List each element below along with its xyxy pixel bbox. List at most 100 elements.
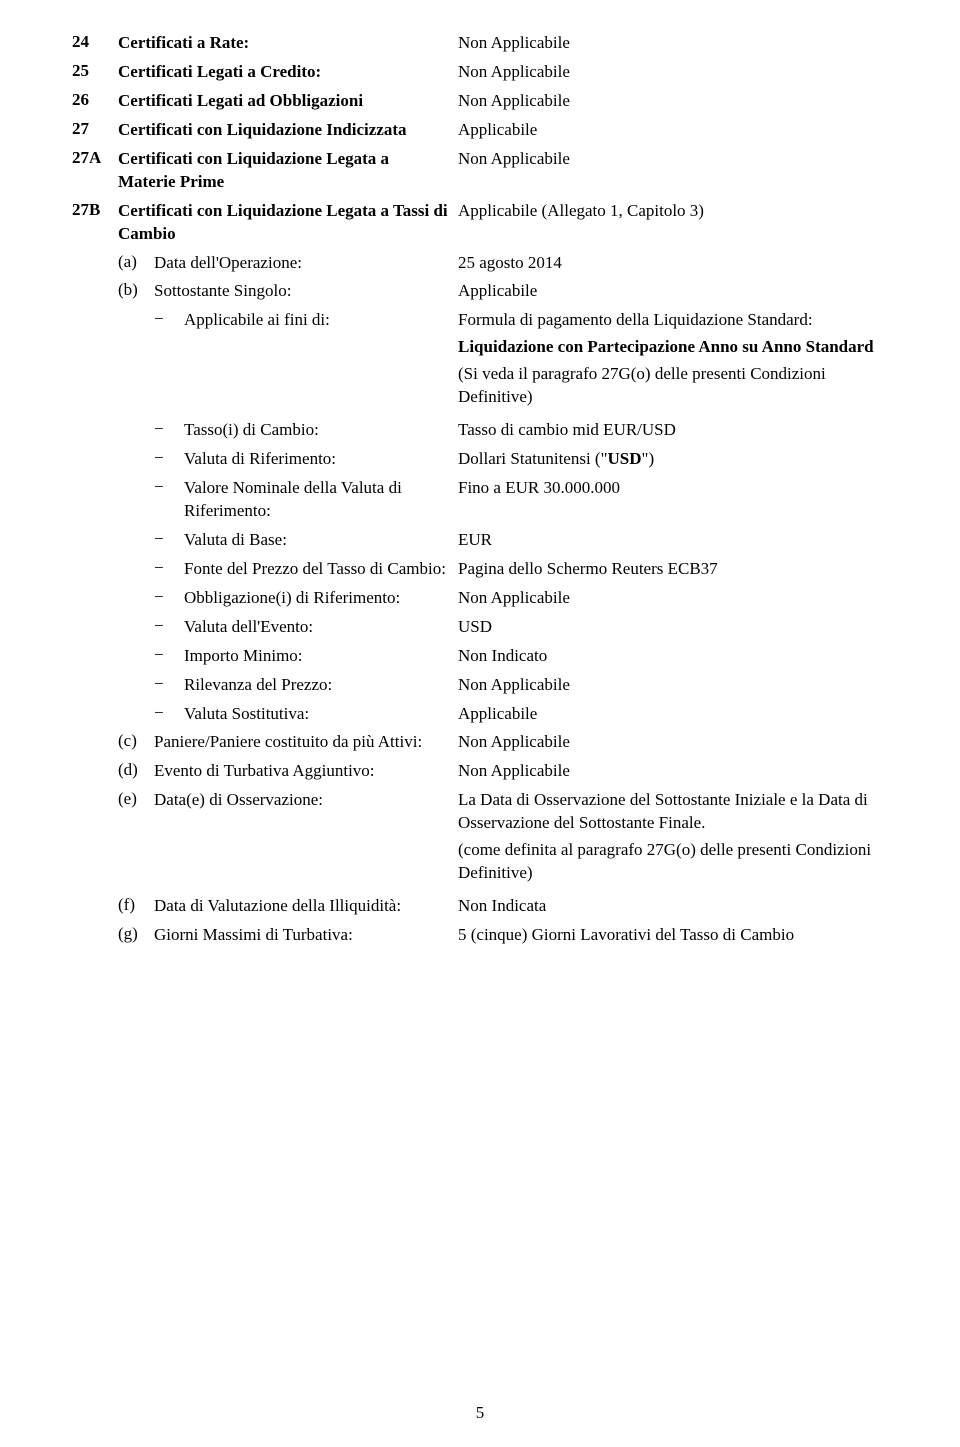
value-line: Formula di pagamento della Liquidazione … (458, 309, 888, 332)
sub-letter: (b) (118, 280, 154, 300)
bullet-value: USD (458, 616, 888, 639)
text-post: ") (642, 449, 655, 468)
bullet-importo-minimo: − Importo Minimo: Non Indicato (72, 645, 888, 668)
sub-label: Giorni Massimi di Turbativa: (154, 924, 458, 947)
sub-value: Non Indicata (458, 895, 888, 918)
sub-label: Sottostante Singolo: (154, 280, 458, 303)
bullet-label: Obbligazione(i) di Riferimento: (184, 587, 458, 610)
bullet-value: Applicabile (458, 703, 888, 726)
bullet-label: Tasso(i) di Cambio: (184, 419, 458, 442)
item-label: Certificati con Liquidazione Indicizzata (118, 119, 458, 142)
sub-letter: (d) (118, 760, 154, 780)
sub-e: (e) Data(e) di Osservazione: La Data di … (72, 789, 888, 889)
bullet-rilevanza: − Rilevanza del Prezzo: Non Applicabile (72, 674, 888, 697)
sub-label: Data di Valutazione della Illiquidità: (154, 895, 458, 918)
bullet-valuta-base: − Valuta di Base: EUR (72, 529, 888, 552)
bullet-value: Non Applicabile (458, 587, 888, 610)
item-value: Non Applicabile (458, 32, 888, 55)
bullet-value: Formula di pagamento della Liquidazione … (458, 309, 888, 413)
item-value: Applicabile (Allegato 1, Capitolo 3) (458, 200, 888, 223)
text-bold: USD (608, 449, 642, 468)
bullet-value: Non Applicabile (458, 674, 888, 697)
item-number: 27 (72, 119, 118, 139)
item-24: 24 Certificati a Rate: Non Applicabile (72, 32, 888, 55)
bullet-dash-icon: − (154, 587, 184, 607)
bullet-dash-icon: − (154, 616, 184, 636)
sub-letter: (f) (118, 895, 154, 915)
sub-value: Applicabile (458, 280, 888, 303)
bullet-value: Pagina dello Schermo Reuters ECB37 (458, 558, 888, 581)
item-25: 25 Certificati Legati a Credito: Non App… (72, 61, 888, 84)
sub-value: 25 agosto 2014 (458, 252, 888, 275)
value-line: La Data di Osservazione del Sottostante … (458, 789, 888, 835)
sub-label: Paniere/Paniere costituito da più Attivi… (154, 731, 458, 754)
item-number: 25 (72, 61, 118, 81)
sub-label: Data(e) di Osservazione: (154, 789, 458, 812)
item-number: 26 (72, 90, 118, 110)
bullet-valuta-evento: − Valuta dell'Evento: USD (72, 616, 888, 639)
bullet-label: Fonte del Prezzo del Tasso di Cambio: (184, 558, 458, 581)
bullet-dash-icon: − (154, 448, 184, 468)
sub-c: (c) Paniere/Paniere costituito da più At… (72, 731, 888, 754)
item-label: Certificati Legati ad Obbligazioni (118, 90, 458, 113)
item-value: Applicabile (458, 119, 888, 142)
bullet-dash-icon: − (154, 674, 184, 694)
sub-letter: (g) (118, 924, 154, 944)
bullet-value: Fino a EUR 30.000.000 (458, 477, 888, 500)
item-26: 26 Certificati Legati ad Obbligazioni No… (72, 90, 888, 113)
sub-value: La Data di Osservazione del Sottostante … (458, 789, 888, 889)
bullet-dash-icon: − (154, 309, 184, 329)
bullet-dash-icon: − (154, 419, 184, 439)
bullet-value: Non Indicato (458, 645, 888, 668)
bullet-label: Valuta Sostitutiva: (184, 703, 458, 726)
bullet-dash-icon: − (154, 477, 184, 497)
document-page: 24 Certificati a Rate: Non Applicabile 2… (0, 0, 960, 1447)
sub-d: (d) Evento di Turbativa Aggiuntivo: Non … (72, 760, 888, 783)
bullet-tasso: − Tasso(i) di Cambio: Tasso di cambio mi… (72, 419, 888, 442)
value-line: (Si veda il paragrafo 27G(o) delle prese… (458, 363, 888, 409)
item-27B: 27B Certificati con Liquidazione Legata … (72, 200, 888, 246)
sub-letter: (a) (118, 252, 154, 272)
bullet-value: Tasso di cambio mid EUR/USD (458, 419, 888, 442)
sub-f: (f) Data di Valutazione della Illiquidit… (72, 895, 888, 918)
item-number: 27A (72, 148, 118, 168)
sub-value: Non Applicabile (458, 760, 888, 783)
bullet-label: Valuta di Base: (184, 529, 458, 552)
sub-label: Evento di Turbativa Aggiuntivo: (154, 760, 458, 783)
bullet-valore-nominale: − Valore Nominale della Valuta di Riferi… (72, 477, 888, 523)
item-value: Non Applicabile (458, 61, 888, 84)
sub-g: (g) Giorni Massimi di Turbativa: 5 (cinq… (72, 924, 888, 947)
bullet-valuta-sostitutiva: − Valuta Sostitutiva: Applicabile (72, 703, 888, 726)
page-number: 5 (0, 1403, 960, 1423)
bullet-dash-icon: − (154, 645, 184, 665)
text-pre: Dollari Statunitensi (" (458, 449, 608, 468)
item-27A: 27A Certificati con Liquidazione Legata … (72, 148, 888, 194)
sub-label: Data dell'Operazione: (154, 252, 458, 275)
sub-letter: (e) (118, 789, 154, 809)
bullet-value: EUR (458, 529, 888, 552)
sub-letter: (c) (118, 731, 154, 751)
sub-a: (a) Data dell'Operazione: 25 agosto 2014 (72, 252, 888, 275)
bullet-label: Applicabile ai fini di: (184, 309, 458, 332)
item-number: 24 (72, 32, 118, 52)
value-line-bold: Liquidazione con Partecipazione Anno su … (458, 336, 888, 359)
bullet-label: Valuta di Riferimento: (184, 448, 458, 471)
bullet-label: Valore Nominale della Valuta di Riferime… (184, 477, 458, 523)
bullet-fonte-prezzo: − Fonte del Prezzo del Tasso di Cambio: … (72, 558, 888, 581)
bullet-dash-icon: − (154, 529, 184, 549)
item-number: 27B (72, 200, 118, 220)
sub-value: 5 (cinque) Giorni Lavorativi del Tasso d… (458, 924, 888, 947)
item-27: 27 Certificati con Liquidazione Indicizz… (72, 119, 888, 142)
bullet-dash-icon: − (154, 558, 184, 578)
bullet-dash-icon: − (154, 703, 184, 723)
bullet-value: Dollari Statunitensi ("USD") (458, 448, 888, 471)
sub-b: (b) Sottostante Singolo: Applicabile (72, 280, 888, 303)
item-value: Non Applicabile (458, 90, 888, 113)
bullet-label: Importo Minimo: (184, 645, 458, 668)
bullet-obbligazione: − Obbligazione(i) di Riferimento: Non Ap… (72, 587, 888, 610)
bullet-applicabile-ai-fini: − Applicabile ai fini di: Formula di pag… (72, 309, 888, 413)
bullet-label: Rilevanza del Prezzo: (184, 674, 458, 697)
item-label: Certificati con Liquidazione Legata a Ma… (118, 148, 458, 194)
item-label: Certificati con Liquidazione Legata a Ta… (118, 200, 458, 246)
item-label: Certificati Legati a Credito: (118, 61, 458, 84)
